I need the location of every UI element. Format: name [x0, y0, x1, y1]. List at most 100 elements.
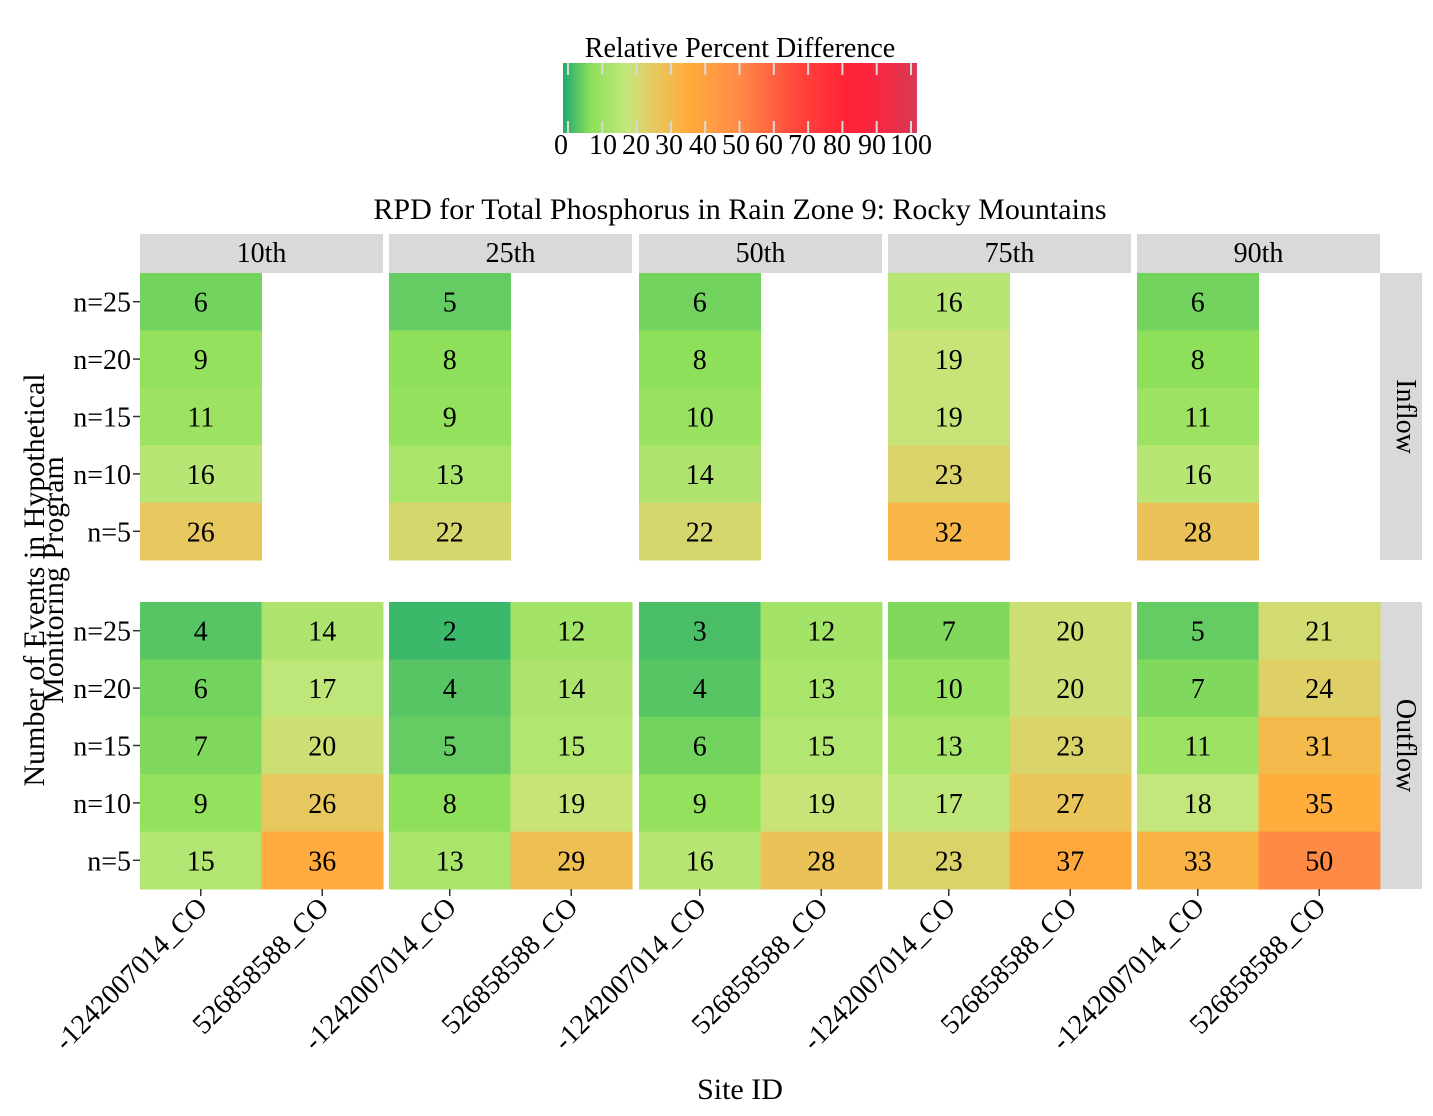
- heatmap-cell: [1258, 659, 1381, 718]
- heatmap-cell: [1009, 716, 1132, 775]
- facet-strip-label: Outflow: [1390, 699, 1421, 793]
- cell-value-label: 15: [807, 732, 835, 763]
- facet-strip-75th: [888, 234, 1131, 273]
- heatmap-cell: [1258, 774, 1381, 833]
- heatmap-cell: [639, 387, 761, 446]
- heatmap-cell: [1137, 330, 1259, 389]
- y-axis-title-line-2: Monitoring Program: [37, 456, 70, 704]
- y-tick-label: n=20: [73, 674, 131, 705]
- cell-value-label: 17: [308, 674, 336, 705]
- cell-value-label: 14: [557, 674, 585, 705]
- y-tick-label: n=15: [73, 403, 131, 434]
- cell-value-label: 11: [1184, 403, 1211, 434]
- cell-value-label: 36: [308, 846, 336, 877]
- heatmap-cell: [888, 602, 1010, 660]
- heatmap-cell: [389, 659, 511, 718]
- facet-strip-label: 25th: [486, 238, 536, 269]
- heatmap-cell: [1009, 602, 1132, 660]
- cell-value-label: 2: [443, 617, 457, 648]
- panel-inflow-50th: 6 8 10 14 22: [639, 273, 761, 561]
- cell-value-label: 10: [935, 674, 963, 705]
- cell-value-label: 20: [308, 732, 336, 763]
- heatmap-cell: [261, 659, 384, 718]
- cell-value-label: 16: [1184, 460, 1212, 491]
- heatmap-cell: [1137, 831, 1259, 890]
- y-axis: n=25 n=20 n=15 n=10 n=5 n=25 n=20 n=15 n=10 n=5: [73, 288, 140, 877]
- heatmap-cell: [1137, 273, 1259, 331]
- heatmap-cell: [888, 659, 1010, 718]
- heatmap-cell: [1137, 445, 1259, 504]
- cell-value-label: 26: [308, 789, 336, 820]
- heatmap-cell: [1137, 387, 1259, 446]
- heatmap-cell: [888, 716, 1010, 775]
- cell-value-label: 13: [436, 846, 464, 877]
- heatmap-cell: [140, 330, 262, 389]
- heatmap-cell: [760, 716, 883, 775]
- cell-value-label: 15: [557, 732, 585, 763]
- y-tick-label: n=5: [87, 846, 131, 877]
- heatmap-cell: [1009, 831, 1132, 890]
- cell-value-label: 22: [436, 517, 464, 548]
- facet-strips: 10th 25th 50th 75th 90th Inflow Outflow: [140, 234, 1422, 889]
- cell-value-label: 5: [1191, 617, 1205, 648]
- heatmap-cell: [140, 659, 262, 718]
- cell-value-label: 33: [1184, 846, 1212, 877]
- y-tick-label: n=25: [73, 617, 131, 648]
- heatmap-cell: [510, 659, 633, 718]
- heatmap-cell: [1009, 774, 1132, 833]
- cell-value-label: 18: [1184, 789, 1212, 820]
- colorbar-tick-label: 0: [554, 130, 568, 161]
- cell-value-label: 8: [693, 345, 707, 376]
- heatmap-cell: [1258, 602, 1381, 660]
- cell-value-label: 29: [557, 846, 585, 877]
- y-tick-label: n=10: [73, 460, 131, 491]
- heatmap-cell: [1137, 502, 1259, 561]
- y-tick-label: n=10: [73, 789, 131, 820]
- cell-value-label: 5: [443, 732, 457, 763]
- heatmap-cell: [888, 774, 1010, 833]
- cell-value-label: 6: [194, 674, 208, 705]
- panel-outflow-75th: 7 10 13 17 23 20 20 23 27 37: [888, 602, 1132, 890]
- cell-value-label: 14: [686, 460, 714, 491]
- heatmap-cell: [888, 387, 1010, 446]
- colorbar-tick-label: 90: [858, 130, 886, 161]
- y-axis-title-line-1: Number of Events in Hypothetical: [18, 373, 51, 786]
- heatmap-cell: [760, 602, 883, 660]
- heatmap-cell: [140, 502, 262, 561]
- cell-value-label: 35: [1305, 789, 1333, 820]
- facet-strip-90th: [1137, 234, 1380, 273]
- cell-value-label: 12: [557, 617, 585, 648]
- heatmap-cell: [1137, 602, 1259, 660]
- heatmap-cell: [140, 716, 262, 775]
- y-tick-label: n=5: [87, 517, 131, 548]
- cell-value-label: 19: [935, 403, 963, 434]
- heatmap-cell: [389, 716, 511, 775]
- heatmap-cell: [760, 774, 883, 833]
- heatmap-cell: [140, 831, 262, 890]
- heatmap-panels: 6911162658913226810142216191923326811162…: [140, 273, 1381, 890]
- cell-value-label: 32: [935, 517, 963, 548]
- cell-value-label: 6: [194, 288, 208, 319]
- heatmap-cell: [1137, 716, 1259, 775]
- colorbar-tick-label: 60: [755, 130, 783, 161]
- cell-value-label: 5: [443, 288, 457, 319]
- cell-value-label: 9: [693, 789, 707, 820]
- heatmap-cell: [140, 445, 262, 504]
- heatmap-cell: [140, 774, 262, 833]
- cell-value-label: 37: [1056, 846, 1084, 877]
- colorbar-legend: Relative Percent Difference 0 10 20 30 40 50 6…: [554, 33, 932, 161]
- cell-value-label: 31: [1305, 732, 1333, 763]
- y-tick-label: n=20: [73, 345, 131, 376]
- heatmap-cell: [389, 502, 511, 561]
- facet-strip-label: 90th: [1234, 238, 1284, 269]
- cell-value-label: 28: [1184, 517, 1212, 548]
- facet-strip-label: Inflow: [1390, 379, 1421, 454]
- heatmap-cell: [1137, 774, 1259, 833]
- heatmap-cell: [261, 774, 384, 833]
- heatmap-cell: [389, 387, 511, 446]
- cell-value-label: 9: [443, 403, 457, 434]
- cell-value-label: 4: [693, 674, 707, 705]
- colorbar-tick-label: 80: [823, 130, 851, 161]
- cell-value-label: 4: [194, 617, 208, 648]
- panel-inflow-25th: 5 8 9 13 22: [389, 273, 511, 561]
